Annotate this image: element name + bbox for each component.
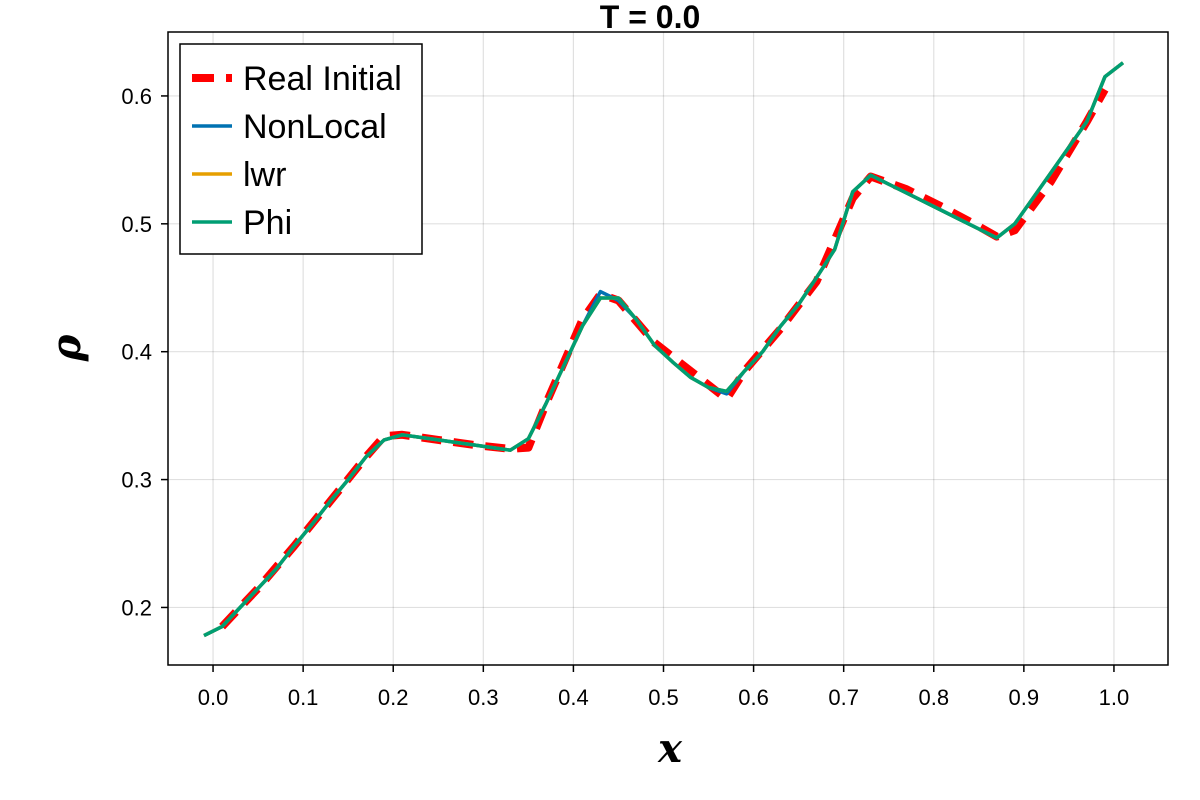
x-tick-label: 0.7 xyxy=(828,685,859,710)
x-tick-label: 0.6 xyxy=(738,685,769,710)
x-tick-label: 0.5 xyxy=(648,685,679,710)
y-tick-label: 0.6 xyxy=(121,84,152,109)
x-tick-label: 0.0 xyxy=(198,685,229,710)
series-line-phi xyxy=(203,61,1125,638)
x-tick-label: 1.0 xyxy=(1099,685,1130,710)
y-tick-label: 0.2 xyxy=(121,595,152,620)
series-group xyxy=(203,61,1125,638)
legend-label-real-initial: Real Initial xyxy=(243,60,402,98)
y-tick-label: 0.3 xyxy=(121,468,152,493)
x-tick-label: 0.2 xyxy=(378,685,409,710)
y-tick-label: 0.5 xyxy=(121,212,152,237)
legend-box xyxy=(179,43,423,255)
x-axis-title: x xyxy=(657,725,683,772)
plot-frame xyxy=(167,31,1169,666)
y-axis-title: ρ xyxy=(43,334,90,362)
y-tick-label: 0.4 xyxy=(121,340,152,365)
legend-label-phi: Phi xyxy=(243,204,292,242)
y-axis-ticks: 0.2 0.3 0.4 0.5 0.6 xyxy=(121,84,168,620)
x-axis-ticks: 0.0 0.1 0.2 0.3 0.4 0.5 0.6 0.7 0.8 0.9 1.0 xyxy=(198,665,1129,710)
legend: Real Initial NonLocal lwr Phi xyxy=(179,43,423,255)
x-tick-label: 0.4 xyxy=(558,685,589,710)
x-tick-label: 0.9 xyxy=(1009,685,1040,710)
x-tick-label: 0.8 xyxy=(918,685,949,710)
chart-title: T = 0.0 xyxy=(600,0,701,35)
x-tick-label: 0.3 xyxy=(468,685,499,710)
legend-label-nonlocal: NonLocal xyxy=(243,108,387,146)
x-tick-label: 0.1 xyxy=(288,685,319,710)
legend-label-lwr: lwr xyxy=(243,156,286,194)
